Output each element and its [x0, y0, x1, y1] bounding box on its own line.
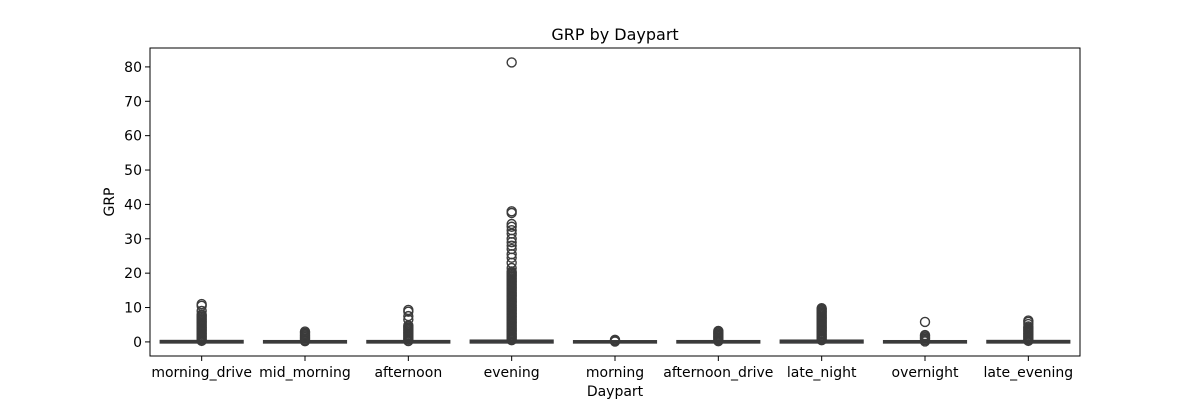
y-axis-title: GRP [102, 187, 118, 216]
x-tick-label: morning [586, 365, 644, 381]
x-tick-label: late_night [787, 365, 857, 381]
x-tick-label: mid_morning [259, 365, 351, 381]
outlier-point [506, 262, 517, 274]
y-axis: 0 10 20 30 40 50 60 70 80 [124, 60, 150, 351]
x-axis: morning_drive mid_morning afternoon evening… [151, 356, 1073, 381]
x-tick-label: afternoon_drive [663, 365, 773, 381]
chart-title: GRP by Daypart [551, 25, 678, 44]
outlier-point [506, 206, 517, 217]
x-tick-label: overnight [892, 365, 959, 381]
y-tick-label: 0 [133, 335, 142, 351]
outlier-point [506, 240, 517, 251]
outlier-point [1023, 315, 1034, 326]
outlier-point [506, 243, 517, 255]
box-mid_morning [262, 326, 348, 347]
y-tick-label: 50 [124, 163, 142, 179]
y-tick-label: 30 [124, 232, 142, 248]
y-tick-label: 10 [124, 301, 142, 317]
outlier-point [299, 326, 311, 337]
y-tick-label: 70 [124, 94, 142, 110]
box-late_evening [986, 315, 1071, 347]
outlier-point [506, 57, 517, 68]
box-late_night [779, 303, 864, 346]
outlier-point [919, 316, 931, 328]
outlier-point [919, 329, 931, 341]
y-tick-label: 60 [124, 129, 142, 145]
box-afternoon_drive [676, 325, 761, 347]
plot-area-frame [149, 47, 1081, 357]
outlier-point [506, 221, 517, 232]
y-tick-label: 20 [124, 266, 142, 282]
outlier-point [506, 224, 517, 236]
outlier-point [196, 298, 207, 310]
x-tick-label: late_evening [984, 365, 1074, 381]
y-tick-label: 80 [124, 60, 142, 76]
y-tick-label: 40 [124, 197, 142, 213]
box-overnight [882, 316, 968, 347]
x-tick-label: evening [484, 365, 540, 381]
outlier-point [403, 310, 414, 322]
x-tick-label: afternoon [374, 365, 442, 381]
outlier-point [609, 334, 621, 346]
x-axis-title: Daypart [587, 384, 644, 400]
outlier-point [196, 305, 207, 317]
box-evening [469, 57, 554, 346]
outlier-point [506, 218, 517, 230]
box-morning [572, 334, 658, 347]
box-series [159, 57, 1071, 347]
outlier-point [816, 303, 827, 314]
outlier-point [713, 325, 724, 337]
box-afternoon [366, 304, 451, 347]
box-morning_drive [159, 298, 244, 347]
x-tick-label: morning_drive [151, 365, 252, 381]
outlier-point [403, 304, 414, 316]
